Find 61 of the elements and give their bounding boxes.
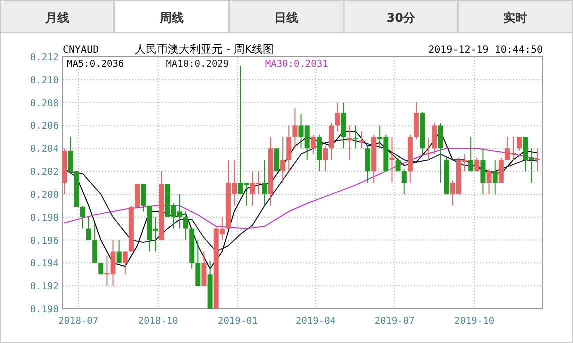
y-tick-label: 0.204 <box>30 144 60 156</box>
candlestick <box>517 136 522 152</box>
candlestick <box>498 157 504 184</box>
candlestick <box>86 216 92 241</box>
candlestick <box>202 251 207 287</box>
candlestick <box>316 134 322 172</box>
text: 2019-12-19 10:44:50 <box>428 45 543 56</box>
y-tick-label: 0.192 <box>30 282 59 293</box>
text: 日线 <box>274 11 298 25</box>
candlestick <box>396 157 401 172</box>
y-tick-label: 0.194 <box>30 258 60 270</box>
text: 周线 <box>158 11 184 25</box>
x-tick-label: 2019-01 <box>218 316 258 327</box>
candlestick <box>468 136 474 172</box>
candlestick <box>329 122 334 161</box>
y-tick-label: 0.202 <box>30 167 59 178</box>
candlestick <box>80 205 86 230</box>
candlestick <box>486 168 492 195</box>
candlestick <box>402 168 407 195</box>
x-tick-label: 2018-10 <box>138 316 179 327</box>
y-tick-label: 0.190 <box>30 304 60 316</box>
y-tick-label: 0.206 <box>30 121 60 132</box>
y-tick-label: 0.210 <box>30 75 60 86</box>
x-tick-label: 2018-07 <box>58 316 99 327</box>
candlestick <box>310 134 316 155</box>
candlestick <box>432 122 438 155</box>
candlestick <box>286 125 292 172</box>
candlestick <box>184 211 189 241</box>
candlestick <box>122 251 128 276</box>
candlestick <box>359 130 364 150</box>
candlestick <box>335 102 340 132</box>
candlestick <box>141 184 146 212</box>
chart-title: 人民币澳大利亚元 - 周K线图 <box>135 43 274 56</box>
y-tick-label: 0.196 <box>30 236 60 247</box>
x-tick-label: 2019-07 <box>374 316 415 327</box>
candlestick <box>365 146 370 184</box>
candlestick <box>196 240 201 287</box>
x-tick-label: 2019-10 <box>454 316 495 327</box>
candlestick <box>323 146 328 172</box>
y-tick-label: 0.200 <box>30 190 60 201</box>
text: MA5:0.2036 <box>67 59 124 70</box>
text: CNYAUD <box>63 45 100 56</box>
y-tick-label: 0.198 <box>30 212 60 224</box>
candlestick <box>92 222 98 264</box>
candlestick <box>116 240 122 264</box>
text: MA30:0.2031 <box>265 59 329 70</box>
candlestick <box>426 138 432 161</box>
x-tick-label: 2019-04 <box>296 316 336 327</box>
candlestick <box>438 122 444 184</box>
candlestick <box>292 108 298 150</box>
candlestick <box>480 148 486 195</box>
text: MA10:0.2029 <box>166 59 230 70</box>
candlestick <box>280 136 286 184</box>
y-tick-label: 0.212 <box>30 52 59 64</box>
candlestick <box>492 160 498 195</box>
text: 月线 <box>44 11 70 25</box>
candlestick <box>474 157 480 172</box>
y-tick-label: 0.208 <box>30 98 60 110</box>
text: 30分 <box>386 11 416 25</box>
candlestick <box>262 160 268 206</box>
text: 实时 <box>504 11 528 25</box>
